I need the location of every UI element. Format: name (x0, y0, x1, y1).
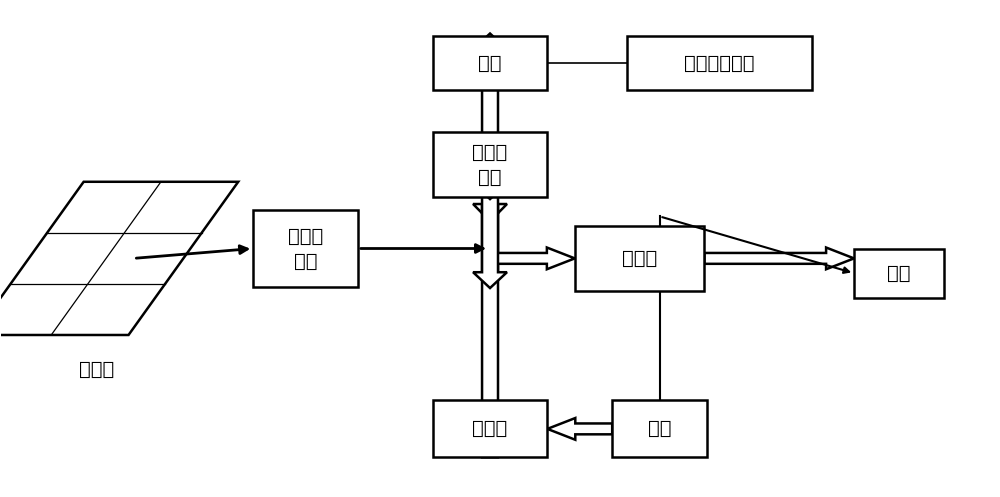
Text: 电网: 电网 (648, 419, 671, 438)
Bar (433, 132, 547, 197)
Polygon shape (0, 182, 238, 335)
Bar (575, 226, 704, 291)
Bar (627, 36, 812, 90)
Polygon shape (473, 33, 507, 199)
Bar (433, 401, 547, 457)
Bar (854, 248, 944, 298)
Bar (612, 401, 707, 457)
Text: 负载: 负载 (887, 264, 911, 283)
Bar (253, 210, 358, 287)
Text: 光伏控
制器: 光伏控 制器 (288, 227, 323, 270)
Polygon shape (490, 248, 575, 269)
Polygon shape (473, 135, 507, 288)
Text: 电池管理系统: 电池管理系统 (684, 54, 755, 73)
Text: 逆变器: 逆变器 (622, 249, 657, 268)
Text: 电池: 电池 (478, 54, 502, 73)
Text: 光伏板: 光伏板 (78, 360, 114, 379)
Polygon shape (704, 248, 854, 269)
Polygon shape (547, 418, 612, 440)
Polygon shape (473, 204, 507, 457)
Bar (433, 36, 547, 90)
Text: 直流变
换器: 直流变 换器 (472, 143, 508, 186)
Text: 整流器: 整流器 (472, 419, 508, 438)
